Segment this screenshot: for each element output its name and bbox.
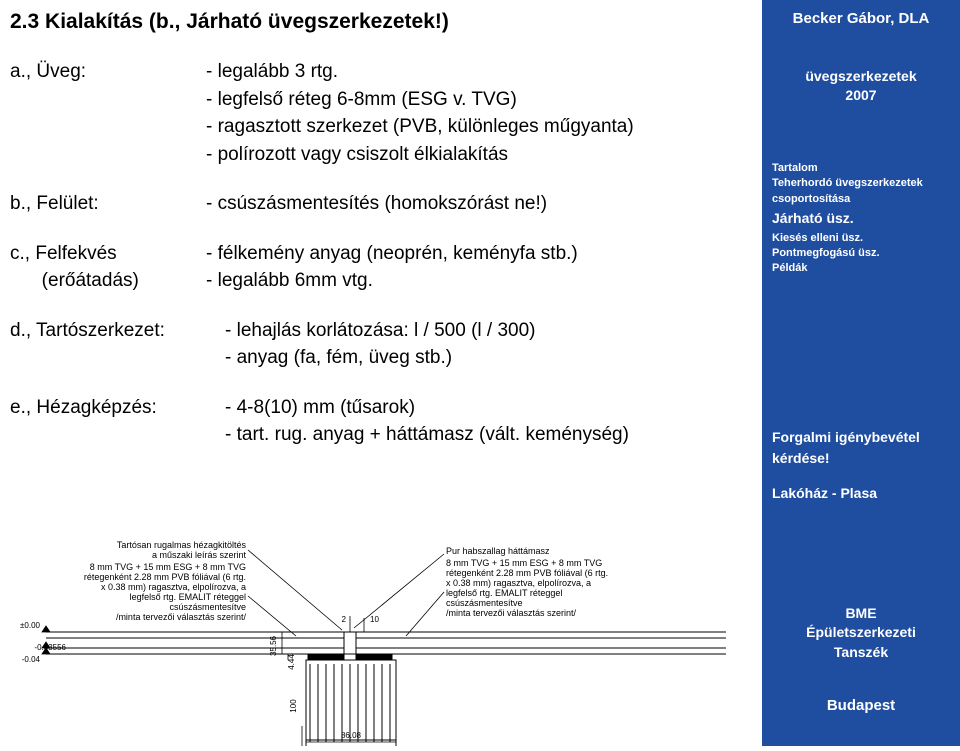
item-label: a., Üveg: <box>10 58 206 168</box>
item-label: d., Tartószerkezet: <box>10 317 225 372</box>
sidebar-footer-city: Budapest <box>772 697 950 714</box>
item-values: - legalább 3 rtg. - legfelső réteg 6-8mm… <box>206 58 752 168</box>
item-c: c., Felfekvés (erőátadás) - félkemény an… <box>10 240 752 295</box>
sidebar: Becker Gábor, DLA üvegszerkezetek 2007 T… <box>762 0 960 746</box>
item-label: b., Felület: <box>10 190 206 218</box>
level-mid: -0.03556 <box>34 643 66 652</box>
caption-right-line: x 0.38 mm) ragasztva, elpolírozva, a <box>446 578 591 588</box>
caption-left-line: a műszaki leírás szerint <box>152 550 247 560</box>
item-values: - félkemény anyag (neoprén, keményfa stb… <box>206 240 752 295</box>
item-b: b., Felület: - csúszásmentesítés (homoks… <box>10 190 752 218</box>
caption-right-line: Pur habszallag háttámasz <box>446 546 550 556</box>
item-line: - legalább 6mm vtg. <box>206 267 752 295</box>
item-values: - lehajlás korlátozása: l / 500 (l / 300… <box>225 317 752 372</box>
toc-item: Pontmegfogású üsz. <box>772 246 950 261</box>
item-line: - polírozott vagy csiszolt élkialakítás <box>206 141 752 169</box>
level-bot: -0.04 <box>22 655 41 664</box>
item-label: c., Felfekvés (erőátadás) <box>10 240 206 295</box>
caption-right-line: /minta tervezői választás szerint/ <box>446 608 577 618</box>
item-line: - félkemény anyag (neoprén, keményfa stb… <box>206 240 752 268</box>
footer-line: BME <box>845 605 876 621</box>
toc-item: Példák <box>772 261 950 276</box>
item-line: - csúszásmentesítés (homokszórást ne!) <box>206 190 752 218</box>
item-label: e., Hézagképzés: <box>10 394 225 449</box>
caption-left-line: rétegenként 2.28 mm PVB fóliával (6 rtg. <box>84 572 246 582</box>
footer-line: Tanszék <box>834 644 888 660</box>
sidebar-footer-org: BME Épületszerkezeti Tanszék <box>772 604 950 663</box>
caption-left-line: Tartósan rugalmas hézagkitöltés <box>117 540 247 550</box>
caption-left-line: x 0.38 mm) ragasztva, elpolírozva, a <box>101 582 246 592</box>
item-line: - legfelső réteg 6-8mm (ESG v. TVG) <box>206 86 752 114</box>
sidebar-note: Forgalmi igénybevétel kérdése! Lakóház -… <box>772 427 950 504</box>
item-values: - csúszásmentesítés (homokszórást ne!) <box>206 190 752 218</box>
dim-d: 2 <box>342 615 347 624</box>
sidebar-title-line1: üvegszerkezetek <box>805 68 916 84</box>
item-d: d., Tartószerkezet: - lehajlás korlátozá… <box>10 317 752 372</box>
item-line: - 4-8(10) mm (tűsarok) <box>225 394 752 422</box>
toc-item: Kiesés elleni üsz. <box>772 231 950 246</box>
sidebar-title-line2: 2007 <box>845 87 876 103</box>
section-diagram: Tartósan rugalmas hézagkitöltés a műszak… <box>6 536 756 746</box>
caption-left-line: 8 mm TVG + 15 mm ESG + 8 mm TVG <box>90 562 246 572</box>
main-content: 2.3 Kialakítás (b., Járható üvegszerkeze… <box>0 0 762 746</box>
content-list: a., Üveg: - legalább 3 rtg. - legfelső r… <box>10 58 752 449</box>
toc-item: Teherhordó üvegszerkezetek csoportosítás… <box>772 176 950 207</box>
caption-right-line: rétegenként 2.28 mm PVB fóliával (6 rtg. <box>446 568 608 578</box>
toc-item: Tartalom <box>772 161 950 176</box>
item-values: - 4-8(10) mm (tűsarok) - tart. rug. anya… <box>225 394 752 449</box>
item-line: - tart. rug. anyag + háttámasz (vált. ke… <box>225 421 752 449</box>
section-title: 2.3 Kialakítás (b., Járható üvegszerkeze… <box>10 10 752 34</box>
level-top: ±0.00 <box>20 621 41 630</box>
item-line: - legalább 3 rtg. <box>206 58 752 86</box>
caption-left-line: legfelső rtg. EMALIT réteggel <box>130 592 246 602</box>
dim-a: 35.56 <box>269 635 278 656</box>
sidebar-toc: Tartalom Teherhordó üvegszerkezetek csop… <box>772 161 950 277</box>
dim-f: 86.08 <box>341 731 362 740</box>
caption-left-line: /minta tervezői választás szerint/ <box>116 612 247 622</box>
dim-c: 10 <box>370 615 379 624</box>
caption-right-line: legfelső rtg. EMALIT réteggel <box>446 588 562 598</box>
caption-right-line: csúszásmentesítve <box>446 598 523 608</box>
toc-item-current: Járható üsz. <box>772 209 950 229</box>
sidebar-author: Becker Gábor, DLA <box>772 10 950 27</box>
item-line: - anyag (fa, fém, üveg stb.) <box>225 344 752 372</box>
dim-e: 100 <box>289 699 298 713</box>
item-label-text2: (erőátadás) <box>10 270 139 291</box>
sidebar-note-line1: Forgalmi igénybevétel kérdése! <box>772 427 950 469</box>
footer-line: Épületszerkezeti <box>806 624 916 640</box>
item-label-text: c., Felfekvés <box>10 243 117 264</box>
sidebar-title: üvegszerkezetek 2007 <box>772 67 950 105</box>
caption-left-line: csúszásmentesítve <box>169 602 246 612</box>
caption-right-line: 8 mm TVG + 15 mm ESG + 8 mm TVG <box>446 558 602 568</box>
dim-b: 4.44 <box>287 654 296 670</box>
item-line: - ragasztott szerkezet (PVB, különleges … <box>206 113 752 141</box>
item-a: a., Üveg: - legalább 3 rtg. - legfelső r… <box>10 58 752 168</box>
item-line: - lehajlás korlátozása: l / 500 (l / 300… <box>225 317 752 345</box>
item-e: e., Hézagképzés: - 4-8(10) mm (tűsarok) … <box>10 394 752 449</box>
sidebar-note-line2: Lakóház - Plasa <box>772 483 950 504</box>
